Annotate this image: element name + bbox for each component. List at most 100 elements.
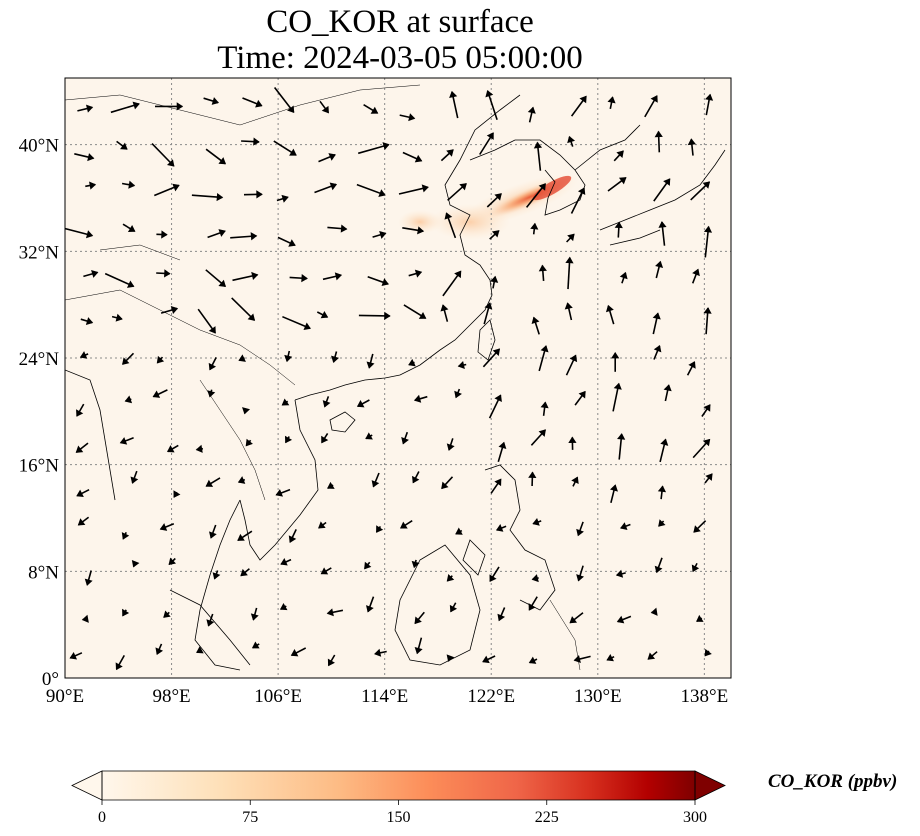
wind-arrowhead [567,135,576,144]
wind-arrowhead [615,569,624,578]
wind-arrowhead [579,95,587,104]
wind-arrowhead [122,608,130,617]
wind-arrowhead [454,270,462,279]
wind-arrowhead [127,224,136,233]
wind-arrowhead [538,264,547,272]
map-title-line1: CO_KOR at surface [266,4,534,40]
wind-arrowhead [130,476,139,484]
wind-arrowhead [617,433,626,440]
wind-arrowhead [530,222,539,230]
wind-arrowhead [76,489,84,497]
colorbar-extend-high [694,770,726,801]
map-frame [64,77,732,679]
wind-arrowhead [498,441,507,450]
wind-arrowhead [531,316,540,324]
wind-arrowhead [275,489,284,497]
wind-arrowhead [384,311,391,320]
wind-arrowhead [613,382,622,390]
wind-arrowhead [238,354,246,362]
wind-arrowhead [205,479,214,487]
wind-arrowhead [569,616,578,624]
wind-arrowhead [152,390,161,398]
wind-arrowhead [528,471,537,479]
wind-arrowhead [616,150,624,158]
wind-arrowhead [412,475,420,484]
wind-arrowhead [573,655,581,663]
wind-arrowhead [126,280,135,288]
wind-arrowhead [482,655,490,664]
wind-arrowhead [401,437,409,445]
wind-arrowhead [376,525,384,533]
latitude-tick-label: 0° [42,669,59,690]
longitude-tick-label: 114°E [361,686,408,707]
wind-arrowhead [128,180,136,189]
colorbar-tick-label: 225 [535,809,559,826]
wind-arrowhead [421,184,429,193]
wind-arrowhead [208,326,216,334]
wind-arrowhead [455,527,463,535]
wind-arrowhead [692,268,700,277]
wind-arrowhead [281,398,290,406]
wind-arrowhead [212,572,221,580]
wind-arrowhead [119,437,128,445]
wind-arrowhead [378,189,386,197]
wind-arrowhead [578,390,586,399]
wind-arrowhead [85,317,94,326]
wind-arrowhead [218,279,227,288]
coastlines [65,84,726,671]
colorbar-tick-label: 300 [683,809,707,826]
wind-arrowhead [531,574,539,583]
wind-arrowhead [216,192,224,202]
wind-arrowhead [494,394,502,402]
wind-arrowhead [616,615,625,624]
wind-arrowhead [702,181,711,189]
wind-arrowhead [658,221,667,228]
wind-arrowhead [340,224,348,233]
latitude-tick-labels: 0° 8°N 16°N 24°N 32°N 40°N [19,136,60,690]
wind-arrowhead [693,525,701,533]
wind-arrowhead [618,177,627,185]
wind-arrowhead [653,344,662,353]
wind-arrowhead [691,564,700,573]
wind-arrowhead [446,149,454,157]
wind-arrowhead [163,610,171,618]
wind-arrowhead [564,302,573,310]
wind-arrowhead [334,272,343,281]
wind-arrowhead [528,603,536,611]
wind-arrowhead [538,429,546,437]
wind-arrowhead [495,524,504,532]
wind-arrowhead [540,401,549,409]
wind-arrowhead [400,521,408,529]
wind-arrowhead [242,407,251,415]
longitude-tick-labels: 90°E 98°E 106°E 114°E 122°E 130°E 138°E [46,686,728,707]
wind-arrowhead [576,528,584,537]
wind-arrowhead [327,658,335,667]
wind-arrowhead [446,443,455,451]
latitude-tick-label: 16°N [19,456,60,477]
wind-arrowhead [705,473,713,481]
wind-arrowhead [81,614,89,623]
wind-arrowhead [87,153,95,162]
wind-arrowhead [663,384,672,392]
wind-arrowhead [320,567,329,575]
wind-arrowhead [318,521,326,529]
wind-arrowhead [606,653,614,662]
wind-arrowhead [256,190,263,199]
wind-arrowhead [654,130,663,138]
wind-arrowhead [89,181,97,190]
wind-arrowhead [611,351,620,359]
wind-arrowhead [326,608,334,617]
wind-arrowhead [159,523,168,531]
wind-arrowhead [660,438,669,446]
wind-arrowhead [532,517,540,526]
wind-arrowhead [370,106,379,114]
wind-arrowhead [417,226,425,235]
wind-arrowhead [206,619,215,627]
wind-arrowhead [251,271,259,280]
wind-arrowhead [321,105,329,114]
wind-arrowhead [321,435,329,444]
wind-arrowhead [84,578,93,586]
wind-arrowhead [155,647,164,655]
wind-arrowhead [446,654,455,662]
